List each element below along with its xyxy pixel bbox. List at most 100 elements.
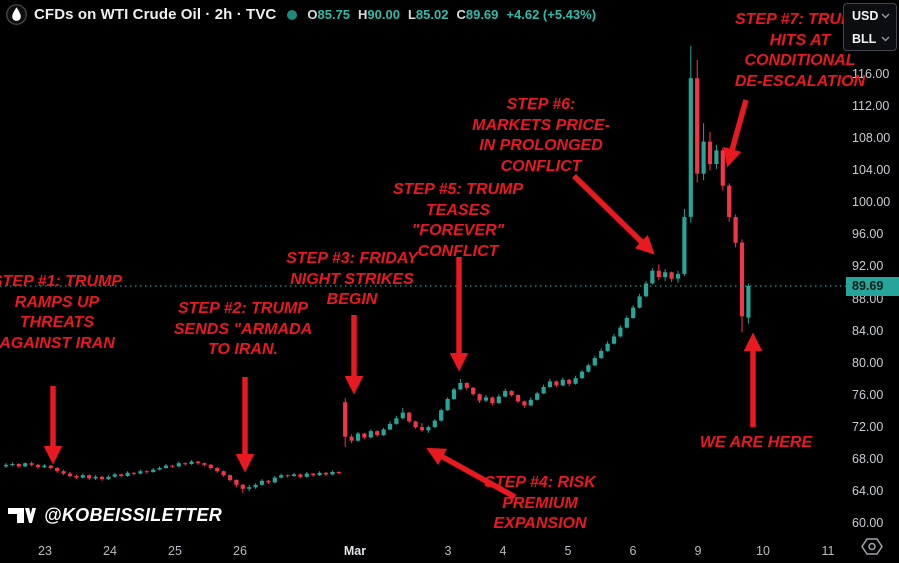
- annotation-step-3: STEP #3: FRIDAY NIGHT STRIKES BEGIN: [286, 249, 418, 311]
- time-tick-label: 25: [168, 544, 182, 558]
- candle: [547, 381, 553, 387]
- candle: [151, 469, 156, 472]
- unit-dropdown-label: BLL: [852, 31, 877, 46]
- price-tick-label: 76.00: [852, 387, 884, 402]
- low-label: L: [407, 7, 416, 22]
- candle: [432, 420, 437, 428]
- candle: [560, 379, 565, 386]
- candle: [656, 270, 661, 278]
- annotation-step-5: STEP #5: TRUMP TEASES "FOREVER" CONFLICT: [393, 180, 523, 262]
- candle: [535, 393, 540, 400]
- price-tick-label: 108.00: [852, 131, 891, 146]
- annotation-line: IN PROLONGED: [479, 137, 603, 154]
- price-tick-label: 80.00: [852, 355, 884, 370]
- annotation-line: PREMIUM: [502, 494, 578, 512]
- candle: [272, 477, 277, 483]
- candle: [496, 396, 501, 403]
- time-tick-label: 6: [629, 544, 637, 558]
- annotation-step-4: STEP #4: RISK PREMIUM EXPANSION: [484, 473, 595, 535]
- annotation-line: STEP #5: TRUMP: [392, 181, 524, 198]
- candle: [99, 476, 105, 480]
- time-tick-label: 23: [38, 544, 52, 558]
- candle: [637, 296, 642, 308]
- candle: [445, 399, 450, 411]
- price-tick-label: 92.00: [852, 259, 884, 274]
- candle: [195, 461, 201, 464]
- candle: [285, 475, 290, 477]
- candle: [413, 421, 418, 428]
- candle: [746, 286, 751, 318]
- candle: [138, 471, 143, 474]
- time-axis[interactable]: 23 24 25 26 Mar 3 4 5 6 9 10 11: [0, 537, 899, 563]
- annotation-line: AGAINST IRAN: [0, 334, 115, 352]
- candle: [349, 436, 354, 441]
- candle: [375, 431, 380, 436]
- price-axis[interactable]: 116.00 112.00 108.00 104.00 100.00 96.00 92.00…: [846, 0, 899, 537]
- candle: [682, 217, 687, 274]
- candle: [157, 468, 162, 470]
- candle: [253, 484, 258, 488]
- candle: [189, 461, 194, 464]
- candle: [503, 391, 508, 397]
- candle: [106, 476, 111, 480]
- candle: [407, 412, 412, 422]
- annotation-line: "FOREVER": [411, 222, 505, 239]
- candle: [311, 473, 316, 476]
- candle: [266, 480, 271, 483]
- candle: [93, 476, 98, 479]
- annotation-line: BEGIN: [326, 291, 378, 308]
- market-status-dot: [287, 9, 298, 20]
- candle: [298, 474, 303, 477]
- annotation-step-7: STEP #7: TRUMP HITS AT CONDITIONAL DE-ESCAL…: [735, 10, 865, 92]
- gear-icon[interactable]: [860, 536, 884, 557]
- candle: [176, 463, 181, 467]
- unit-dropdown[interactable]: BLL: [844, 27, 896, 50]
- time-tick-label: Mar: [343, 544, 367, 558]
- candle: [131, 472, 137, 474]
- candle: [490, 397, 495, 403]
- open-label: O: [307, 7, 318, 22]
- annotation-line: WE ARE HERE: [699, 434, 813, 451]
- candle: [605, 343, 610, 351]
- candle: [35, 464, 41, 468]
- candle: [343, 402, 348, 437]
- candle: [471, 387, 476, 395]
- last-price-badge: 89.69: [846, 276, 899, 296]
- high-value: 90.00: [367, 7, 400, 22]
- time-tick-label: 26: [233, 544, 247, 558]
- candle: [323, 472, 329, 475]
- candle: [291, 474, 297, 476]
- candle: [567, 379, 572, 384]
- candle: [573, 378, 578, 384]
- candle: [144, 471, 149, 473]
- candle: [675, 273, 681, 279]
- candle: [317, 472, 322, 476]
- candle: [61, 471, 66, 474]
- time-tick-label: 4: [499, 544, 507, 558]
- currency-dropdown[interactable]: USD: [844, 4, 896, 27]
- annotation-line: NIGHT STRIKES: [290, 270, 414, 288]
- candle: [714, 150, 719, 164]
- close-label: C: [456, 7, 466, 22]
- annotation-line: HITS AT: [769, 31, 831, 49]
- candle: [119, 474, 124, 476]
- annotation-line: THREATS: [19, 314, 95, 331]
- candle: [163, 465, 169, 468]
- candle: [720, 150, 725, 186]
- annotation-line: STEP #4: RISK: [484, 474, 596, 491]
- candle: [112, 474, 117, 477]
- price-tick-label: 84.00: [852, 323, 884, 338]
- candle: [279, 475, 284, 478]
- price-tick-label: 100.00: [852, 195, 891, 210]
- time-tick-label: 3: [444, 544, 452, 558]
- candle: [733, 217, 738, 243]
- candle: [240, 484, 245, 489]
- annotation-line: STEP #3: FRIDAY: [286, 250, 418, 267]
- candle: [458, 383, 463, 390]
- candle: [400, 412, 405, 419]
- symbol-title[interactable]: CFDs on WTI Crude Oil · 2h · TVC: [34, 6, 277, 23]
- candle: [707, 141, 713, 165]
- tradingview-logo-icon[interactable]: [8, 506, 36, 525]
